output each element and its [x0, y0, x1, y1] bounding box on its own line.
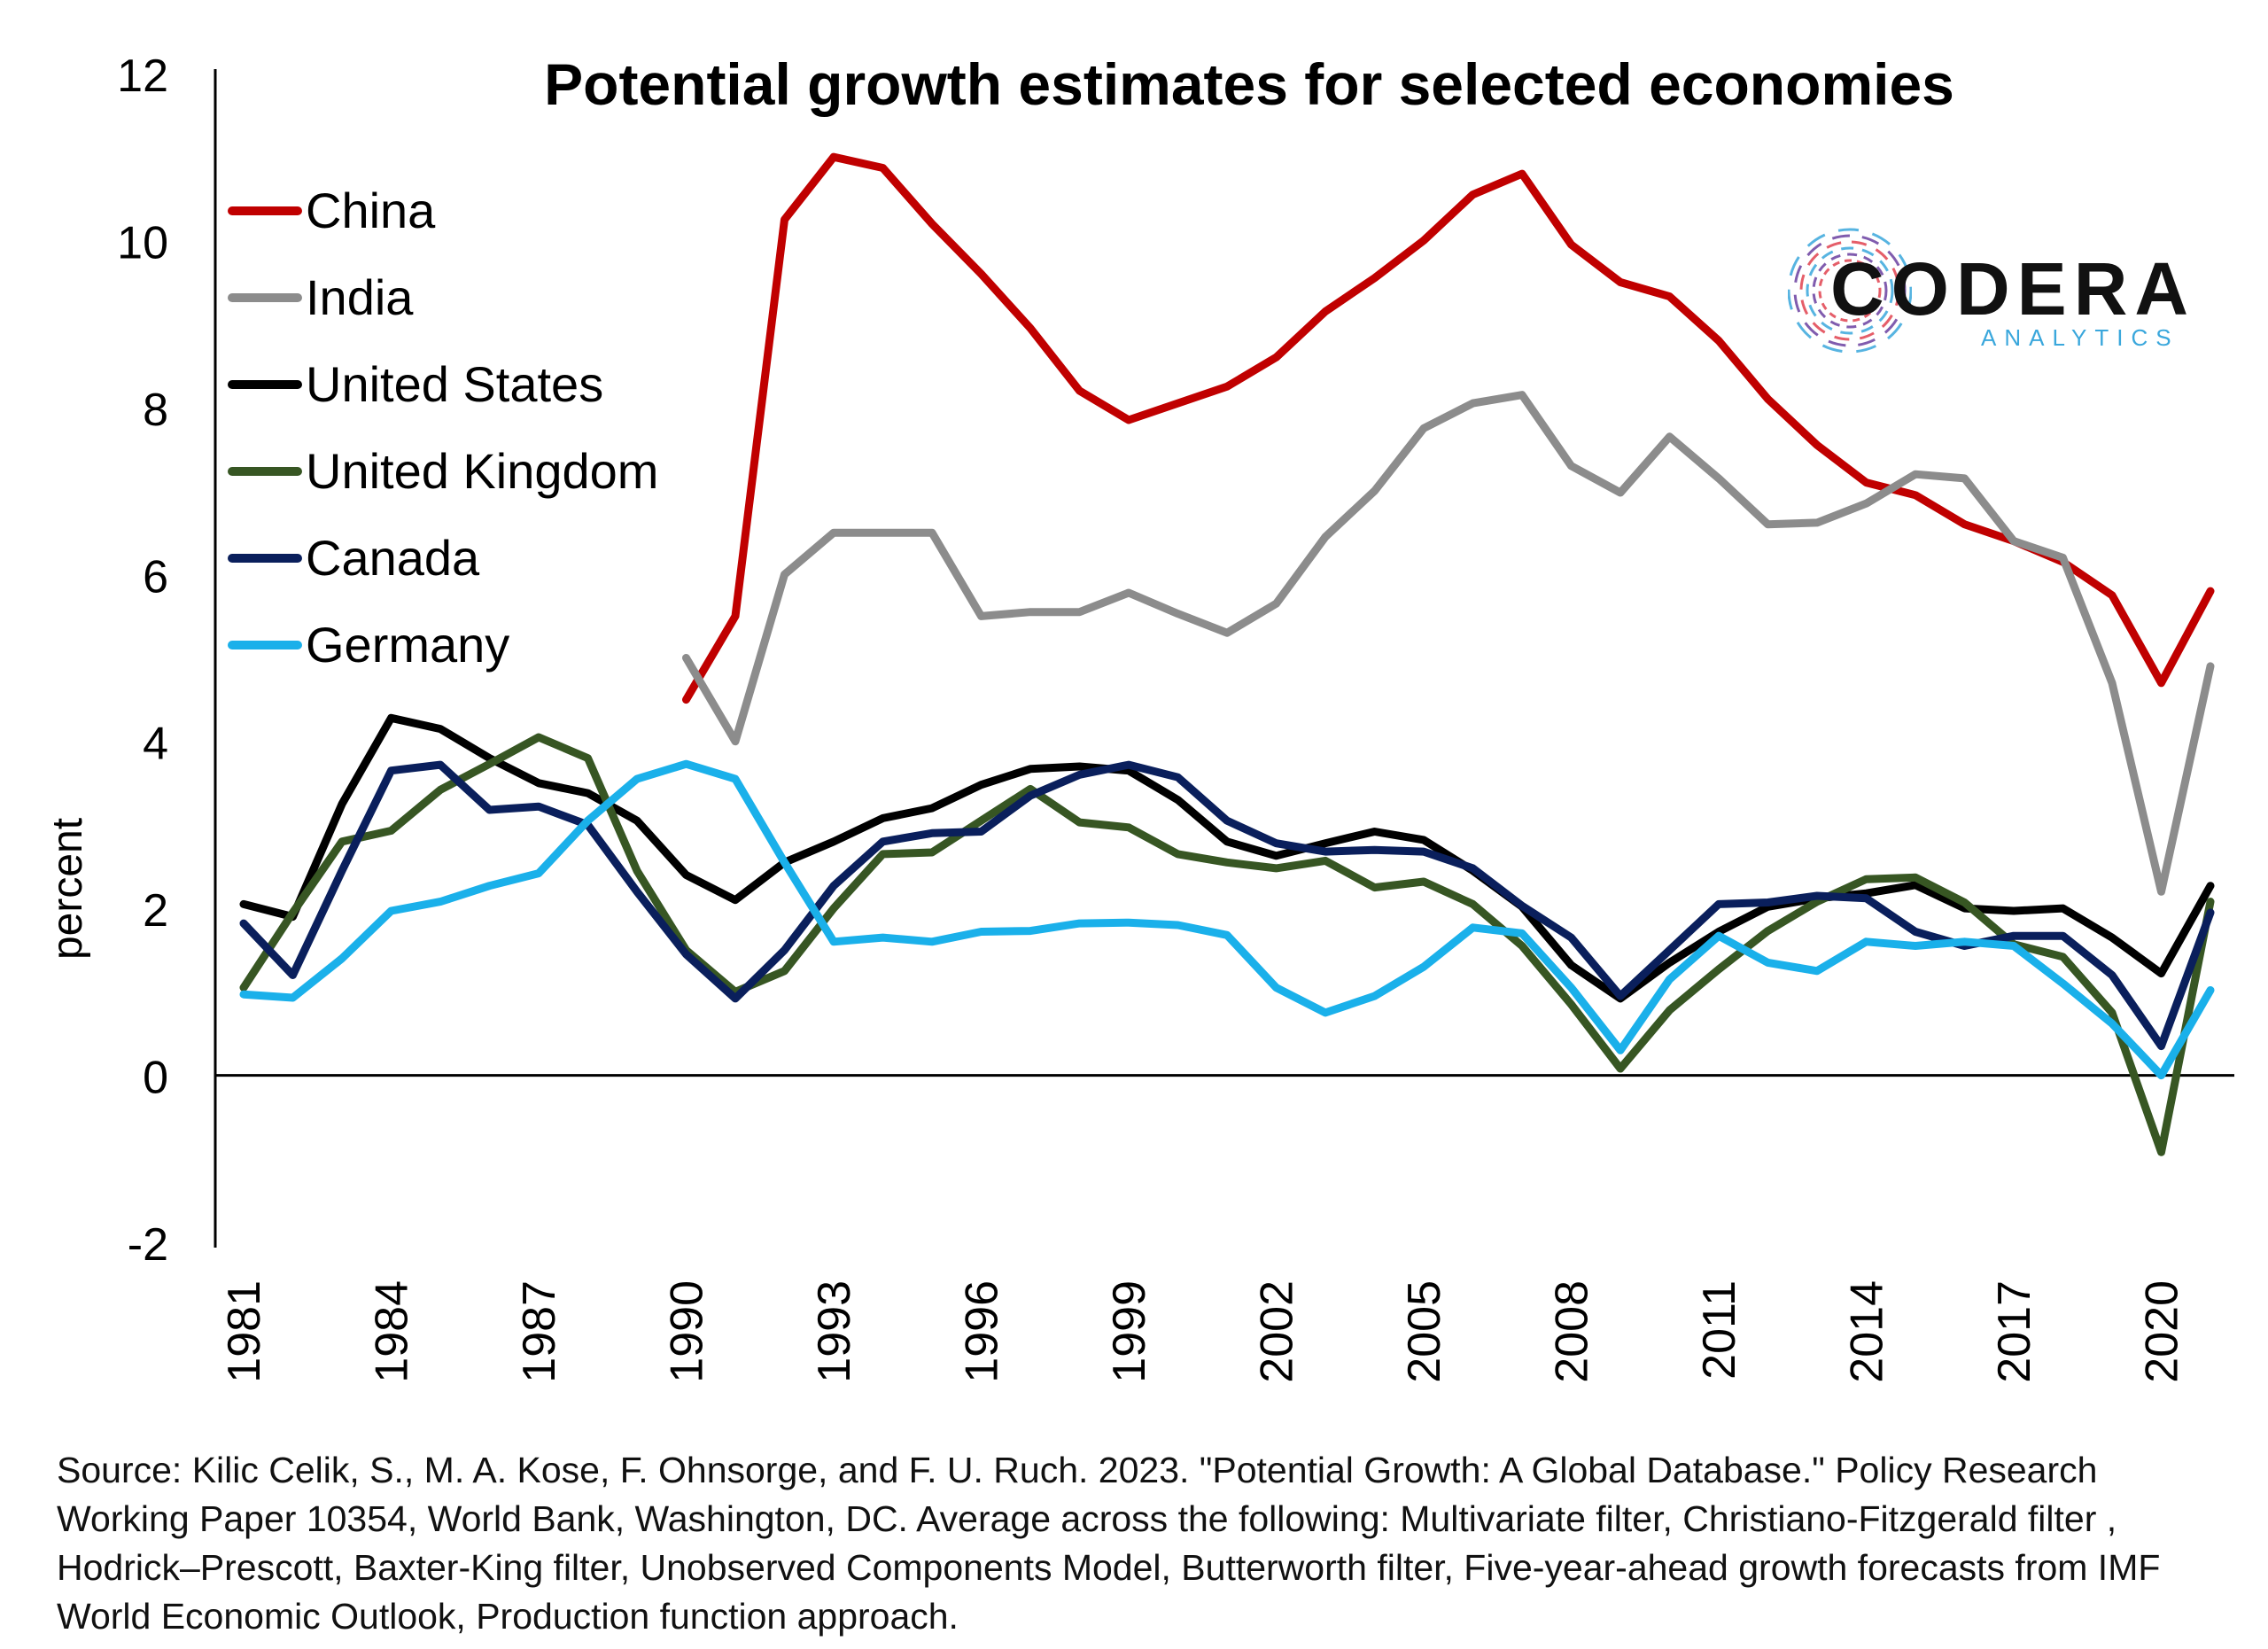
y-tick-label: 0: [143, 1053, 168, 1104]
x-tick-label: 1993: [809, 1280, 860, 1383]
logo-ring: [1799, 240, 1900, 341]
logo-ring: [1812, 253, 1888, 329]
y-tick-label: 2: [143, 885, 168, 937]
legend-label-united-states: United States: [306, 356, 603, 412]
x-tick-label: 1984: [367, 1280, 418, 1383]
series-line-china: [682, 152, 2215, 704]
x-tick-label: 2014: [1842, 1280, 1893, 1383]
logo-ring: [1818, 259, 1882, 323]
series-line-india: [682, 391, 2215, 896]
x-tick-label: 1996: [957, 1280, 1008, 1383]
line-chart: Potential growth estimates for selected …: [44, 51, 2234, 1383]
legend-label-india: India: [306, 269, 414, 325]
x-tick-label: 1981: [219, 1280, 270, 1383]
x-tick-label: 2008: [1547, 1280, 1598, 1383]
series-layer: [239, 152, 2215, 1156]
logo-ring: [1788, 228, 1912, 354]
y-tick-label: 8: [143, 385, 168, 436]
x-tick-label: 1999: [1104, 1280, 1155, 1383]
logo-ring: [1793, 234, 1907, 347]
logo-wordmark: CODERA: [1830, 247, 2196, 331]
logo-mark-icon: [1788, 228, 1912, 354]
x-tick-label: 2020: [2137, 1280, 2188, 1383]
logo-subtitle: ANALYTICS: [1981, 324, 2179, 351]
legend: China India United States United Kingdom Can…: [228, 183, 658, 673]
legend-label-canada: Canada: [306, 530, 480, 586]
codera-logo: CODERA ANALYTICS: [1788, 220, 2204, 362]
y-tick-label: 10: [117, 217, 168, 268]
series-line-canada: [239, 760, 2215, 1051]
y-tick-label: -2: [128, 1219, 168, 1271]
source-note: Source: Kilic Celik, S., M. A. Kose, F. …: [57, 1450, 2161, 1637]
x-tick-label: 2011: [1694, 1280, 1745, 1380]
y-axis-label: percent: [44, 818, 91, 960]
axes: [214, 69, 2234, 1248]
y-axis-ticks: 12 10 8 6 4 2 0 -2: [117, 51, 168, 1271]
series-line-united-kingdom: [239, 733, 2215, 1156]
y-tick-label: 12: [117, 51, 168, 102]
x-tick-label: 1990: [662, 1280, 713, 1383]
y-tick-label: 4: [143, 719, 168, 770]
x-tick-label: 1987: [514, 1280, 565, 1383]
x-axis-ticks: 1981 1984 1987 1990 1993 1996 1999 2002 2005 2008…: [219, 1280, 2188, 1383]
logo-ring: [1806, 246, 1894, 335]
x-tick-label: 2002: [1252, 1280, 1303, 1383]
series-line-united-states: [239, 713, 2215, 1003]
series-line-germany: [239, 759, 2215, 1080]
y-tick-label: 6: [143, 551, 168, 603]
legend-label-germany: Germany: [306, 617, 509, 673]
x-tick-label: 2017: [1989, 1280, 2040, 1383]
chart-title: Potential growth estimates for selected …: [544, 51, 1954, 117]
x-tick-label: 2005: [1399, 1280, 1450, 1383]
legend-label-china: China: [306, 183, 436, 238]
legend-label-united-kingdom: United Kingdom: [306, 443, 658, 499]
